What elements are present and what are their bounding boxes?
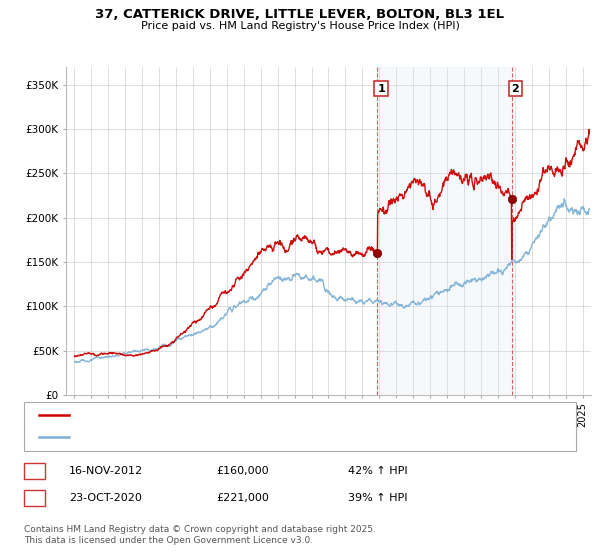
Text: 42% ↑ HPI: 42% ↑ HPI (348, 466, 407, 476)
Text: 23-OCT-2020: 23-OCT-2020 (69, 493, 142, 503)
Text: 16-NOV-2012: 16-NOV-2012 (69, 466, 143, 476)
Text: £160,000: £160,000 (216, 466, 269, 476)
Text: 1: 1 (31, 466, 38, 476)
Text: Contains HM Land Registry data © Crown copyright and database right 2025.
This d: Contains HM Land Registry data © Crown c… (24, 525, 376, 545)
Text: 1: 1 (377, 83, 385, 94)
Text: 37, CATTERICK DRIVE, LITTLE LEVER, BOLTON, BL3 1EL (semi-detached house): 37, CATTERICK DRIVE, LITTLE LEVER, BOLTO… (72, 410, 457, 421)
Text: 2: 2 (512, 83, 520, 94)
Text: 37, CATTERICK DRIVE, LITTLE LEVER, BOLTON, BL3 1EL: 37, CATTERICK DRIVE, LITTLE LEVER, BOLTO… (95, 8, 505, 21)
Text: HPI: Average price, semi-detached house, Bolton: HPI: Average price, semi-detached house,… (72, 432, 311, 442)
Text: Price paid vs. HM Land Registry's House Price Index (HPI): Price paid vs. HM Land Registry's House … (140, 21, 460, 31)
Bar (377, 67, 512, 395)
Text: 2: 2 (31, 493, 38, 503)
Text: £221,000: £221,000 (216, 493, 269, 503)
Text: 39% ↑ HPI: 39% ↑ HPI (348, 493, 407, 503)
